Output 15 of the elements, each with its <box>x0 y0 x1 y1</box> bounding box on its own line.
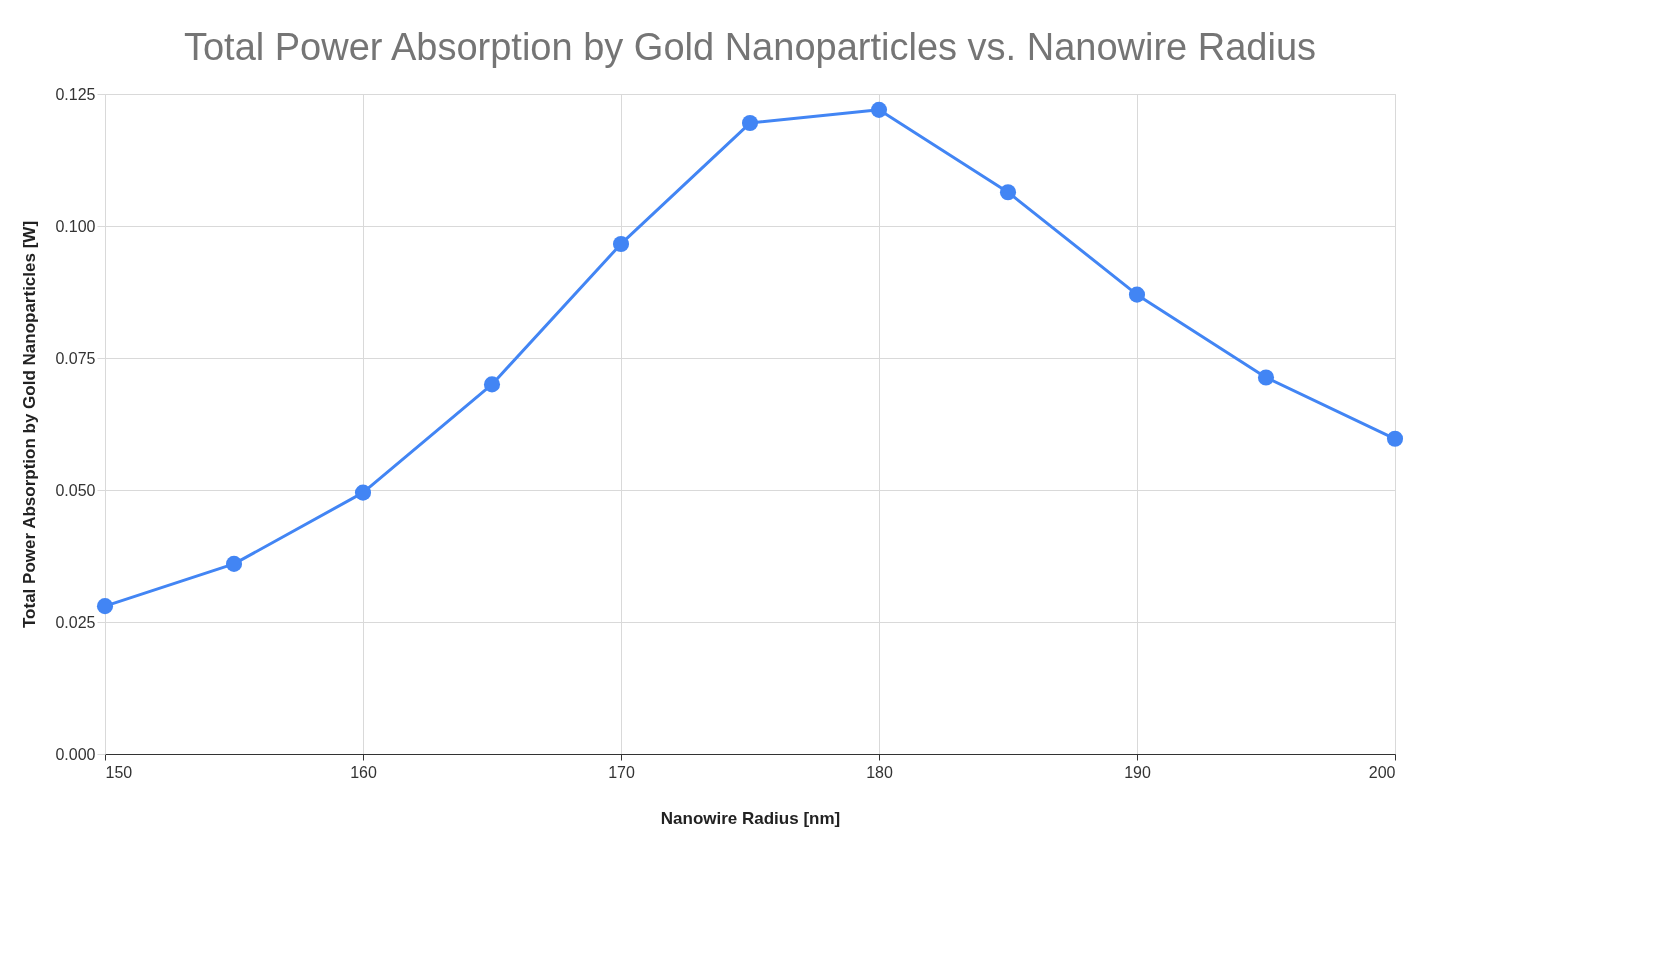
chart-title: Total Power Absorption by Gold Nanoparticles vs. Nanowire Radius <box>183 26 1317 68</box>
x-axis-title: Nanowire Radius [nm] <box>660 808 841 828</box>
x-tick-label: 180 <box>866 763 893 781</box>
y-tick-label: 0.000 <box>55 745 96 763</box>
x-tick-label: 150 <box>105 763 133 781</box>
y-tick-label: 0.050 <box>55 481 96 499</box>
x-tick-label: 170 <box>608 763 635 781</box>
y-tick-label: 0.025 <box>55 613 96 631</box>
x-tick-label: 200 <box>1368 763 1396 781</box>
y-axis-title: Total Power Absorption by Gold Nanoparticles [W] <box>20 220 40 629</box>
x-tick-label: 160 <box>350 763 377 781</box>
y-tick-label: 0.125 <box>55 85 96 103</box>
x-tick-label: 190 <box>1124 763 1151 781</box>
y-tick-label: 0.100 <box>55 217 96 235</box>
y-tick-label: 0.075 <box>55 349 96 367</box>
